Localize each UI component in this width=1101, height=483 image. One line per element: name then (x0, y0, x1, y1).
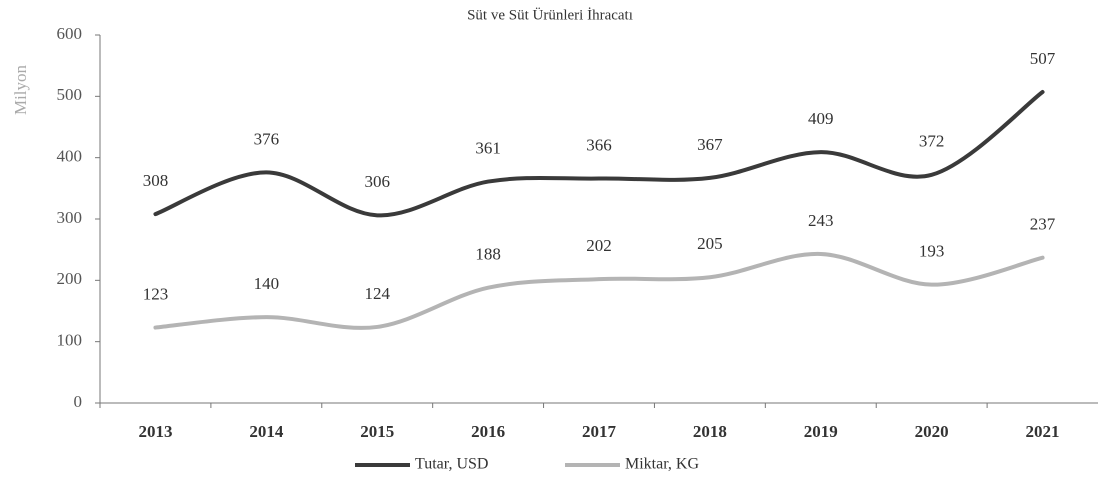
data-label: 188 (475, 245, 501, 264)
x-tick-label: 2015 (360, 422, 394, 441)
legend-label: Miktar, KG (625, 456, 699, 473)
data-label: 124 (364, 284, 390, 303)
data-label: 237 (1030, 215, 1056, 234)
x-tick-label: 2021 (1026, 422, 1060, 441)
x-tick-label: 2016 (471, 422, 505, 441)
data-label: 193 (919, 242, 945, 261)
y-tick-label: 100 (57, 331, 83, 350)
y-tick-label: 600 (57, 24, 83, 43)
data-label: 308 (143, 171, 169, 190)
y-tick-label: 0 (74, 392, 83, 411)
y-tick-label: 300 (57, 208, 83, 227)
data-label: 372 (919, 132, 945, 151)
y-tick-label: 500 (57, 85, 83, 104)
x-tick-label: 2013 (138, 422, 172, 441)
data-label: 409 (808, 109, 834, 128)
data-label: 123 (143, 284, 169, 303)
data-label: 202 (586, 236, 612, 255)
x-tick-label: 2017 (582, 422, 617, 441)
x-tick-label: 2019 (804, 422, 838, 441)
y-tick-label: 200 (57, 269, 83, 288)
x-tick-label: 2020 (915, 422, 949, 441)
data-label: 507 (1030, 49, 1056, 68)
data-label: 243 (808, 211, 834, 230)
data-label: 205 (697, 234, 723, 253)
series-line (153, 90, 1045, 218)
x-tick-label: 2018 (693, 422, 727, 441)
data-label: 140 (254, 274, 280, 293)
chart-title: Süt ve Süt Ürünleri İhracatı (467, 6, 633, 23)
data-label: 366 (586, 135, 612, 154)
series-line (153, 251, 1045, 330)
data-label: 376 (254, 129, 280, 148)
y-tick-label: 400 (57, 147, 83, 166)
legend-label: Tutar, USD (415, 456, 488, 473)
y-axis-label: Milyon (11, 64, 30, 115)
data-label: 367 (697, 135, 723, 154)
data-label: 361 (475, 138, 501, 157)
x-tick-label: 2014 (249, 422, 284, 441)
data-label: 306 (364, 172, 390, 191)
